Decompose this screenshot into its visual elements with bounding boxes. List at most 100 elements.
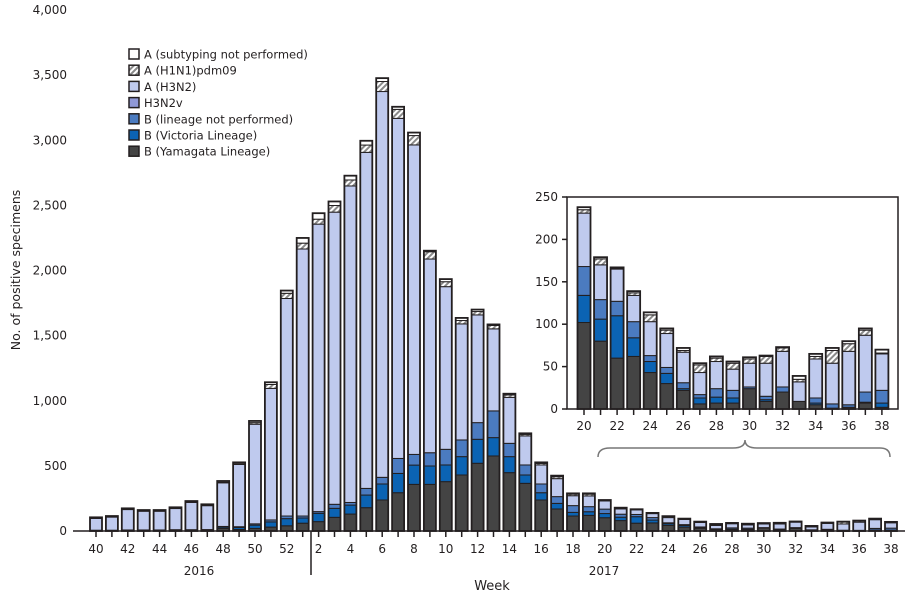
main-bar-week-41-a-h3n2 bbox=[105, 516, 119, 531]
year-label-2016: 2016 bbox=[184, 564, 215, 578]
inset-bar-week-23-b-lineage-not-performed bbox=[626, 321, 641, 339]
main-bar-week-8-b-victoria-lineage bbox=[407, 464, 421, 485]
main-bar-week-36-a-h3n2 bbox=[852, 521, 866, 531]
y-axis-label: No. of positive specimens bbox=[8, 190, 23, 351]
main-bar-week-31-a-h3n2 bbox=[773, 523, 787, 530]
legend-label-h3n2v: H3N2v bbox=[144, 96, 183, 110]
main-bar-week-9-b-lineage-not-performed bbox=[423, 452, 437, 467]
inset-bar-week-37-a-h1n1-pdm09 bbox=[858, 329, 873, 336]
inset-bar-week-26-b-yamagata-lineage bbox=[676, 389, 691, 410]
inset-bar-week-27-a-h1n1-pdm09 bbox=[692, 364, 707, 374]
main-bar-week-13-b-victoria-lineage bbox=[487, 437, 500, 457]
main-bar-week-5-b-yamagata-lineage bbox=[359, 507, 373, 532]
x-tick-label: 12 bbox=[470, 542, 485, 556]
main-bar-week-12-b-victoria-lineage bbox=[471, 438, 485, 464]
inset-bar-week-37-b-lineage-not-performed bbox=[858, 391, 873, 403]
inset-bar-week-32-a-h1n1-pdm09 bbox=[775, 347, 790, 352]
inset-y-tick-label: 250 bbox=[535, 190, 558, 204]
x-tick-label: 18 bbox=[565, 542, 580, 556]
legend-swatch-a-h1n1-pdm09 bbox=[128, 64, 140, 76]
main-bar-week-43-a-h3n2 bbox=[137, 510, 151, 531]
inset-bar-week-26-b-lineage-not-performed bbox=[676, 382, 691, 390]
main-bar-week-6-a-h1n1-pdm09 bbox=[375, 81, 389, 93]
main-bar-week-1-a-h1n1-pdm09 bbox=[296, 242, 310, 250]
main-bar-week-6-b-lineage-not-performed bbox=[375, 476, 389, 485]
main-bar-week-3-a-h3n2 bbox=[328, 211, 341, 505]
legend-label-b-lineage-not-performed: B (lineage not performed) bbox=[144, 112, 293, 126]
main-bar-week-16-b-yamagata-lineage bbox=[534, 499, 548, 532]
main-bar-week-3-b-yamagata-lineage bbox=[328, 516, 341, 532]
x-tick-label: 10 bbox=[438, 542, 453, 556]
main-bar-week-13-a-h1n1-pdm09 bbox=[487, 324, 500, 330]
y-tick-label: 3,500 bbox=[33, 68, 67, 82]
x-tick-label: 6 bbox=[378, 542, 386, 556]
x-tick-label: 36 bbox=[852, 542, 867, 556]
inset-bar-week-32-b-lineage-not-performed bbox=[775, 386, 790, 393]
inset-bar-week-28-b-lineage-not-performed bbox=[709, 388, 724, 398]
x-tick-label: 22 bbox=[629, 542, 644, 556]
main-bar-week-18-b-lineage-not-performed bbox=[566, 505, 580, 513]
main-bar-week-11-b-victoria-lineage bbox=[455, 456, 469, 476]
main-bar-week-15-a-h3n2 bbox=[518, 435, 532, 466]
main-bar-week-12-a-h1n1-pdm09 bbox=[471, 311, 485, 316]
inset-bar-week-36-a-h3n2 bbox=[841, 350, 856, 406]
inset-bar-week-20-b-yamagata-lineage bbox=[577, 322, 591, 410]
main-bar-week-17-b-victoria-lineage bbox=[550, 502, 564, 510]
main-bar-week-13-a-h3n2 bbox=[487, 328, 500, 412]
main-bar-week-19-b-lineage-not-performed bbox=[582, 506, 596, 513]
inset-bar-week-27-a-h3n2 bbox=[692, 372, 707, 396]
main-bar-week-4-a-h1n1-pdm09 bbox=[343, 179, 357, 187]
main-bar-week-51-a-h3n2 bbox=[264, 387, 278, 521]
main-bar-week-52-b-victoria-lineage bbox=[280, 518, 294, 527]
inset-bar-week-34-b-lineage-not-performed bbox=[808, 397, 823, 404]
main-bar-week-2-a-h1n1-pdm09 bbox=[312, 218, 326, 225]
inset-bar-week-29-b-lineage-not-performed bbox=[725, 389, 740, 399]
inset-bar-week-25-b-lineage-not-performed bbox=[659, 366, 674, 374]
main-bar-week-27-a-h3n2 bbox=[709, 524, 723, 530]
main-bar-week-10-b-lineage-not-performed bbox=[439, 448, 453, 466]
inset-x-tick-label: 22 bbox=[609, 419, 624, 433]
inset-bar-week-25-b-victoria-lineage bbox=[659, 372, 674, 385]
main-bar-week-7-a-h3n2 bbox=[391, 117, 405, 459]
x-tick-label: 24 bbox=[661, 542, 676, 556]
main-bar-week-1-a-h3n2 bbox=[296, 248, 310, 517]
inset-bar-week-24-b-yamagata-lineage bbox=[643, 372, 658, 410]
main-bar-week-2-a-h3n2 bbox=[312, 223, 326, 513]
y-tick-label: 2,000 bbox=[33, 264, 67, 278]
main-bar-week-50-a-h3n2 bbox=[248, 423, 262, 525]
main-bar-week-18-a-h3n2 bbox=[566, 495, 580, 507]
main-bar-week-5-a-h3n2 bbox=[359, 151, 373, 489]
main-bar-week-12-b-lineage-not-performed bbox=[471, 422, 485, 440]
main-bar-week-1-b-yamagata-lineage bbox=[296, 522, 310, 532]
main-bar-week-20-b-lineage-not-performed bbox=[598, 508, 612, 515]
main-bar-week-49-a-h3n2 bbox=[232, 463, 246, 528]
inset-bar-week-25-a-h1n1-pdm09 bbox=[659, 329, 674, 335]
main-bar-week-37-a-h3n2 bbox=[868, 519, 882, 529]
main-bar-week-9-b-yamagata-lineage bbox=[423, 483, 437, 532]
inset-bar-week-35-a-h3n2 bbox=[825, 362, 840, 405]
main-bar-week-15-b-lineage-not-performed bbox=[518, 464, 532, 476]
main-bar-week-1-b-victoria-lineage bbox=[296, 517, 310, 524]
main-bar-week-11-b-lineage-not-performed bbox=[455, 439, 469, 458]
legend-label-b-yamagata-lineage: B (Yamagata Lineage) bbox=[144, 145, 270, 159]
main-bar-week-11-a-h3n2 bbox=[455, 323, 469, 441]
main-bar-week-42-a-h3n2 bbox=[121, 508, 135, 531]
main-bar-week-30-a-h3n2 bbox=[757, 523, 771, 529]
main-bar-week-17-a-h3n2 bbox=[550, 478, 564, 498]
inset-bar-week-36-a-h1n1-pdm09 bbox=[841, 343, 856, 352]
x-axis-label: Week bbox=[474, 579, 510, 594]
legend-label-a-h3n2: A (H3N2) bbox=[144, 80, 196, 94]
x-tick-label: 4 bbox=[347, 542, 355, 556]
main-bar-week-3-a-h1n1-pdm09 bbox=[328, 205, 341, 213]
x-tick-label: 30 bbox=[756, 542, 771, 556]
legend-label-b-victoria-lineage: B (Victoria Lineage) bbox=[144, 129, 257, 143]
y-tick-label: 2,500 bbox=[33, 198, 67, 212]
main-bar-week-47-a-h3n2 bbox=[200, 505, 214, 531]
main-bar-week-3-b-victoria-lineage bbox=[328, 507, 341, 518]
inset-chart: 0 50 100 150 200 250 20 22 24 26 28 30 32 34 36 38 bbox=[535, 190, 899, 433]
main-bar-week-24-a-h3n2 bbox=[661, 517, 675, 524]
inset-bar-week-32-a-h3n2 bbox=[775, 350, 790, 388]
inset-x-tick-label: 36 bbox=[841, 419, 856, 433]
main-bar-week-16-b-victoria-lineage bbox=[534, 492, 548, 501]
